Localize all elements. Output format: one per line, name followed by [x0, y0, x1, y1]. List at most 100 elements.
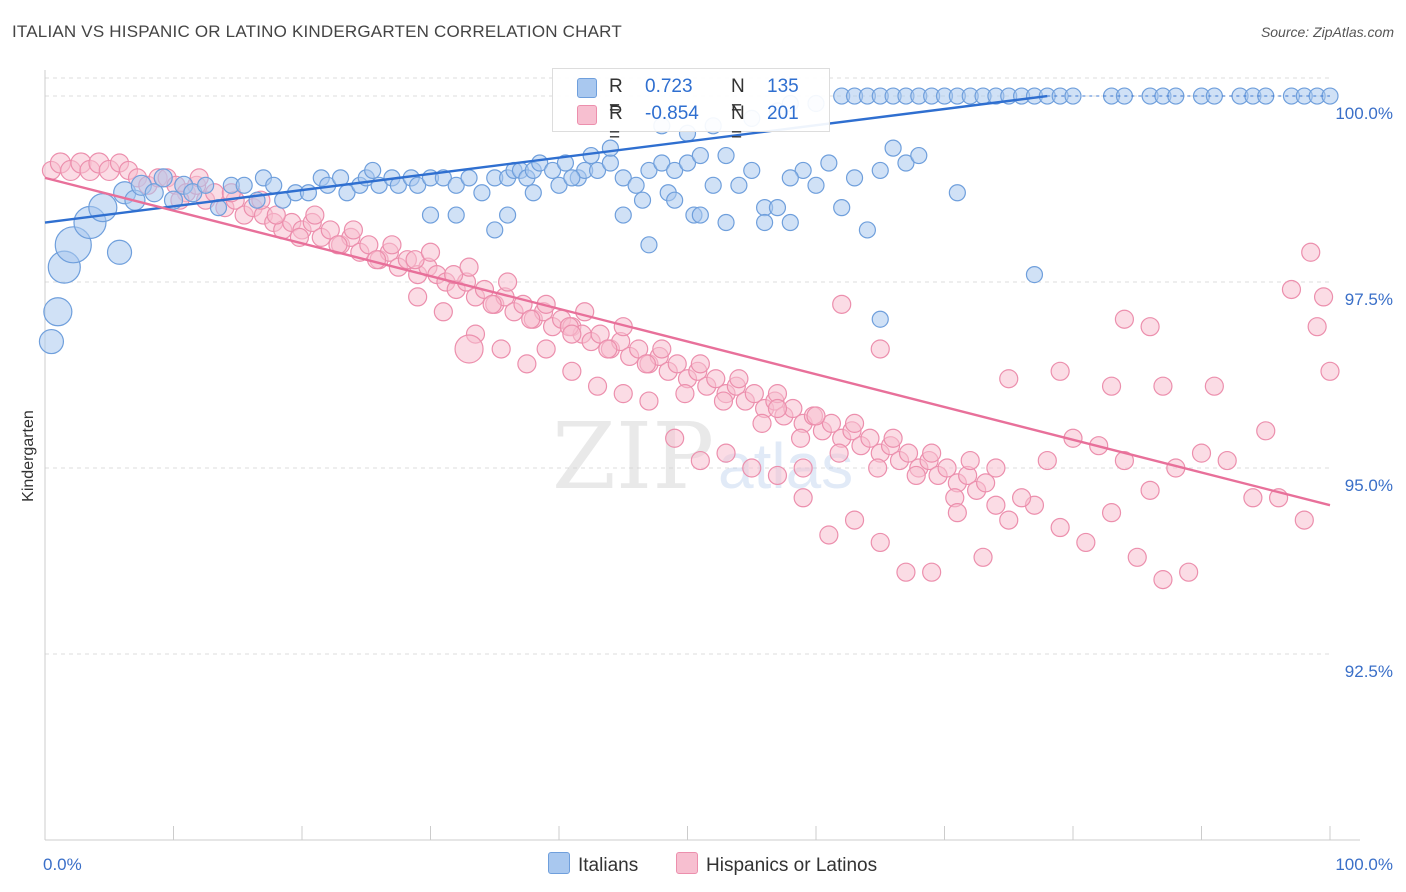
italians-point: [666, 161, 684, 180]
hispanics-point: [305, 205, 325, 225]
italians-point: [38, 328, 65, 355]
hispanics-point: [690, 354, 710, 374]
italians-point: [730, 176, 748, 194]
italians-point: [910, 146, 928, 165]
italians-point: [948, 184, 966, 202]
tick-labels: 92.5% 95.0% 97.5% 100.0% 0.0% 100.0%: [43, 104, 1393, 874]
hispanics-point: [832, 294, 852, 314]
hispanics-point: [752, 413, 772, 433]
hispanics-legend-swatch: [676, 852, 698, 874]
hispanics-point: [665, 428, 685, 448]
italians-swatch: [577, 78, 597, 98]
hispanics-point: [821, 413, 842, 433]
italians-point: [563, 169, 581, 187]
italians-point: [794, 161, 812, 180]
italians-point: [106, 239, 133, 265]
hispanics-point: [598, 339, 618, 359]
hispanics-point: [868, 458, 888, 478]
italians-point: [666, 191, 684, 209]
hispanics-point: [359, 235, 379, 255]
italians-point: [640, 161, 658, 180]
italians-point: [144, 183, 164, 203]
italians-point: [897, 154, 915, 172]
hispanics-point: [1320, 361, 1340, 381]
hispanics-point: [790, 428, 811, 448]
axes: [44, 70, 1360, 841]
italians-point: [460, 169, 478, 187]
hispanics-point: [744, 384, 764, 404]
hispanics-point: [454, 334, 484, 364]
hispanics-point: [767, 398, 788, 419]
hispanics-point: [793, 458, 813, 478]
legend-item-italians: Italians: [548, 852, 638, 877]
italians-point: [653, 154, 671, 172]
italians-point: [421, 206, 440, 224]
italians-point: [265, 176, 283, 194]
italians-point: [833, 199, 851, 217]
hispanics-point: [1114, 450, 1135, 471]
n-value: 135: [767, 76, 799, 97]
italians-point: [486, 221, 504, 239]
italians-legend-swatch: [548, 852, 570, 874]
hispanics-point: [1127, 547, 1147, 567]
hispanics-point: [829, 443, 849, 463]
hispanics-point: [498, 272, 518, 292]
hispanics-point: [328, 235, 348, 255]
hispanics-point: [1101, 376, 1122, 396]
hispanics-point: [870, 532, 890, 553]
hispanics-point: [713, 391, 734, 411]
italians-point: [858, 221, 877, 239]
hispanics-point: [1243, 488, 1263, 508]
x-tick-label: 100.0%: [1335, 855, 1393, 874]
hispanics-point: [491, 339, 511, 359]
hispanics-point: [266, 205, 286, 225]
hispanics-point: [947, 503, 967, 523]
italians-point: [556, 154, 575, 172]
hispanics-point: [1140, 480, 1160, 500]
hispanics-point: [536, 339, 556, 359]
hispanics-point: [636, 354, 656, 374]
italians-point: [640, 236, 658, 254]
italians-point: [197, 176, 215, 194]
hispanics-point: [706, 369, 726, 389]
hispanics-point: [1153, 570, 1173, 590]
y-tick-label: 100.0%: [1335, 104, 1393, 123]
italians-point: [717, 146, 735, 165]
hispanics-swatch: [577, 105, 597, 125]
italians-point: [550, 176, 568, 194]
italians-point: [871, 310, 889, 328]
hispanics-point: [517, 354, 537, 374]
italians-point: [691, 146, 709, 165]
hispanics-point: [1140, 317, 1160, 337]
hispanics-point: [729, 369, 749, 389]
hispanics-point: [382, 235, 402, 255]
hispanics-point: [562, 361, 582, 381]
italians-point: [153, 168, 173, 188]
italians-point: [768, 199, 787, 217]
trend-lines: [44, 94, 1331, 507]
hispanics-point: [1313, 287, 1334, 307]
hispanics-point: [667, 354, 687, 374]
italians-point: [447, 206, 465, 224]
italians-point: [781, 169, 799, 187]
hispanics-point: [1179, 562, 1199, 582]
r-label: R =: [609, 103, 623, 146]
italians-point: [364, 161, 382, 180]
hispanics-point: [937, 458, 957, 478]
italians-point: [299, 184, 318, 202]
italians-point: [614, 206, 632, 224]
italians-point: [871, 161, 889, 180]
hispanics-point: [806, 406, 826, 426]
hispanics-point: [613, 384, 633, 404]
hispanics-point: [433, 302, 453, 322]
italians-point: [717, 213, 735, 232]
hispanics-point: [444, 264, 464, 285]
hispanics-point: [793, 488, 813, 508]
hispanics-trend-line: [44, 176, 1331, 507]
hispanics-point: [1101, 503, 1122, 523]
hispanics-point: [999, 510, 1019, 530]
italians-legend-label: Italians: [578, 855, 639, 876]
italians-point: [1025, 265, 1044, 284]
hispanics-legend-label: Hispanics or Latinos: [706, 855, 878, 876]
italians-point: [627, 176, 645, 194]
